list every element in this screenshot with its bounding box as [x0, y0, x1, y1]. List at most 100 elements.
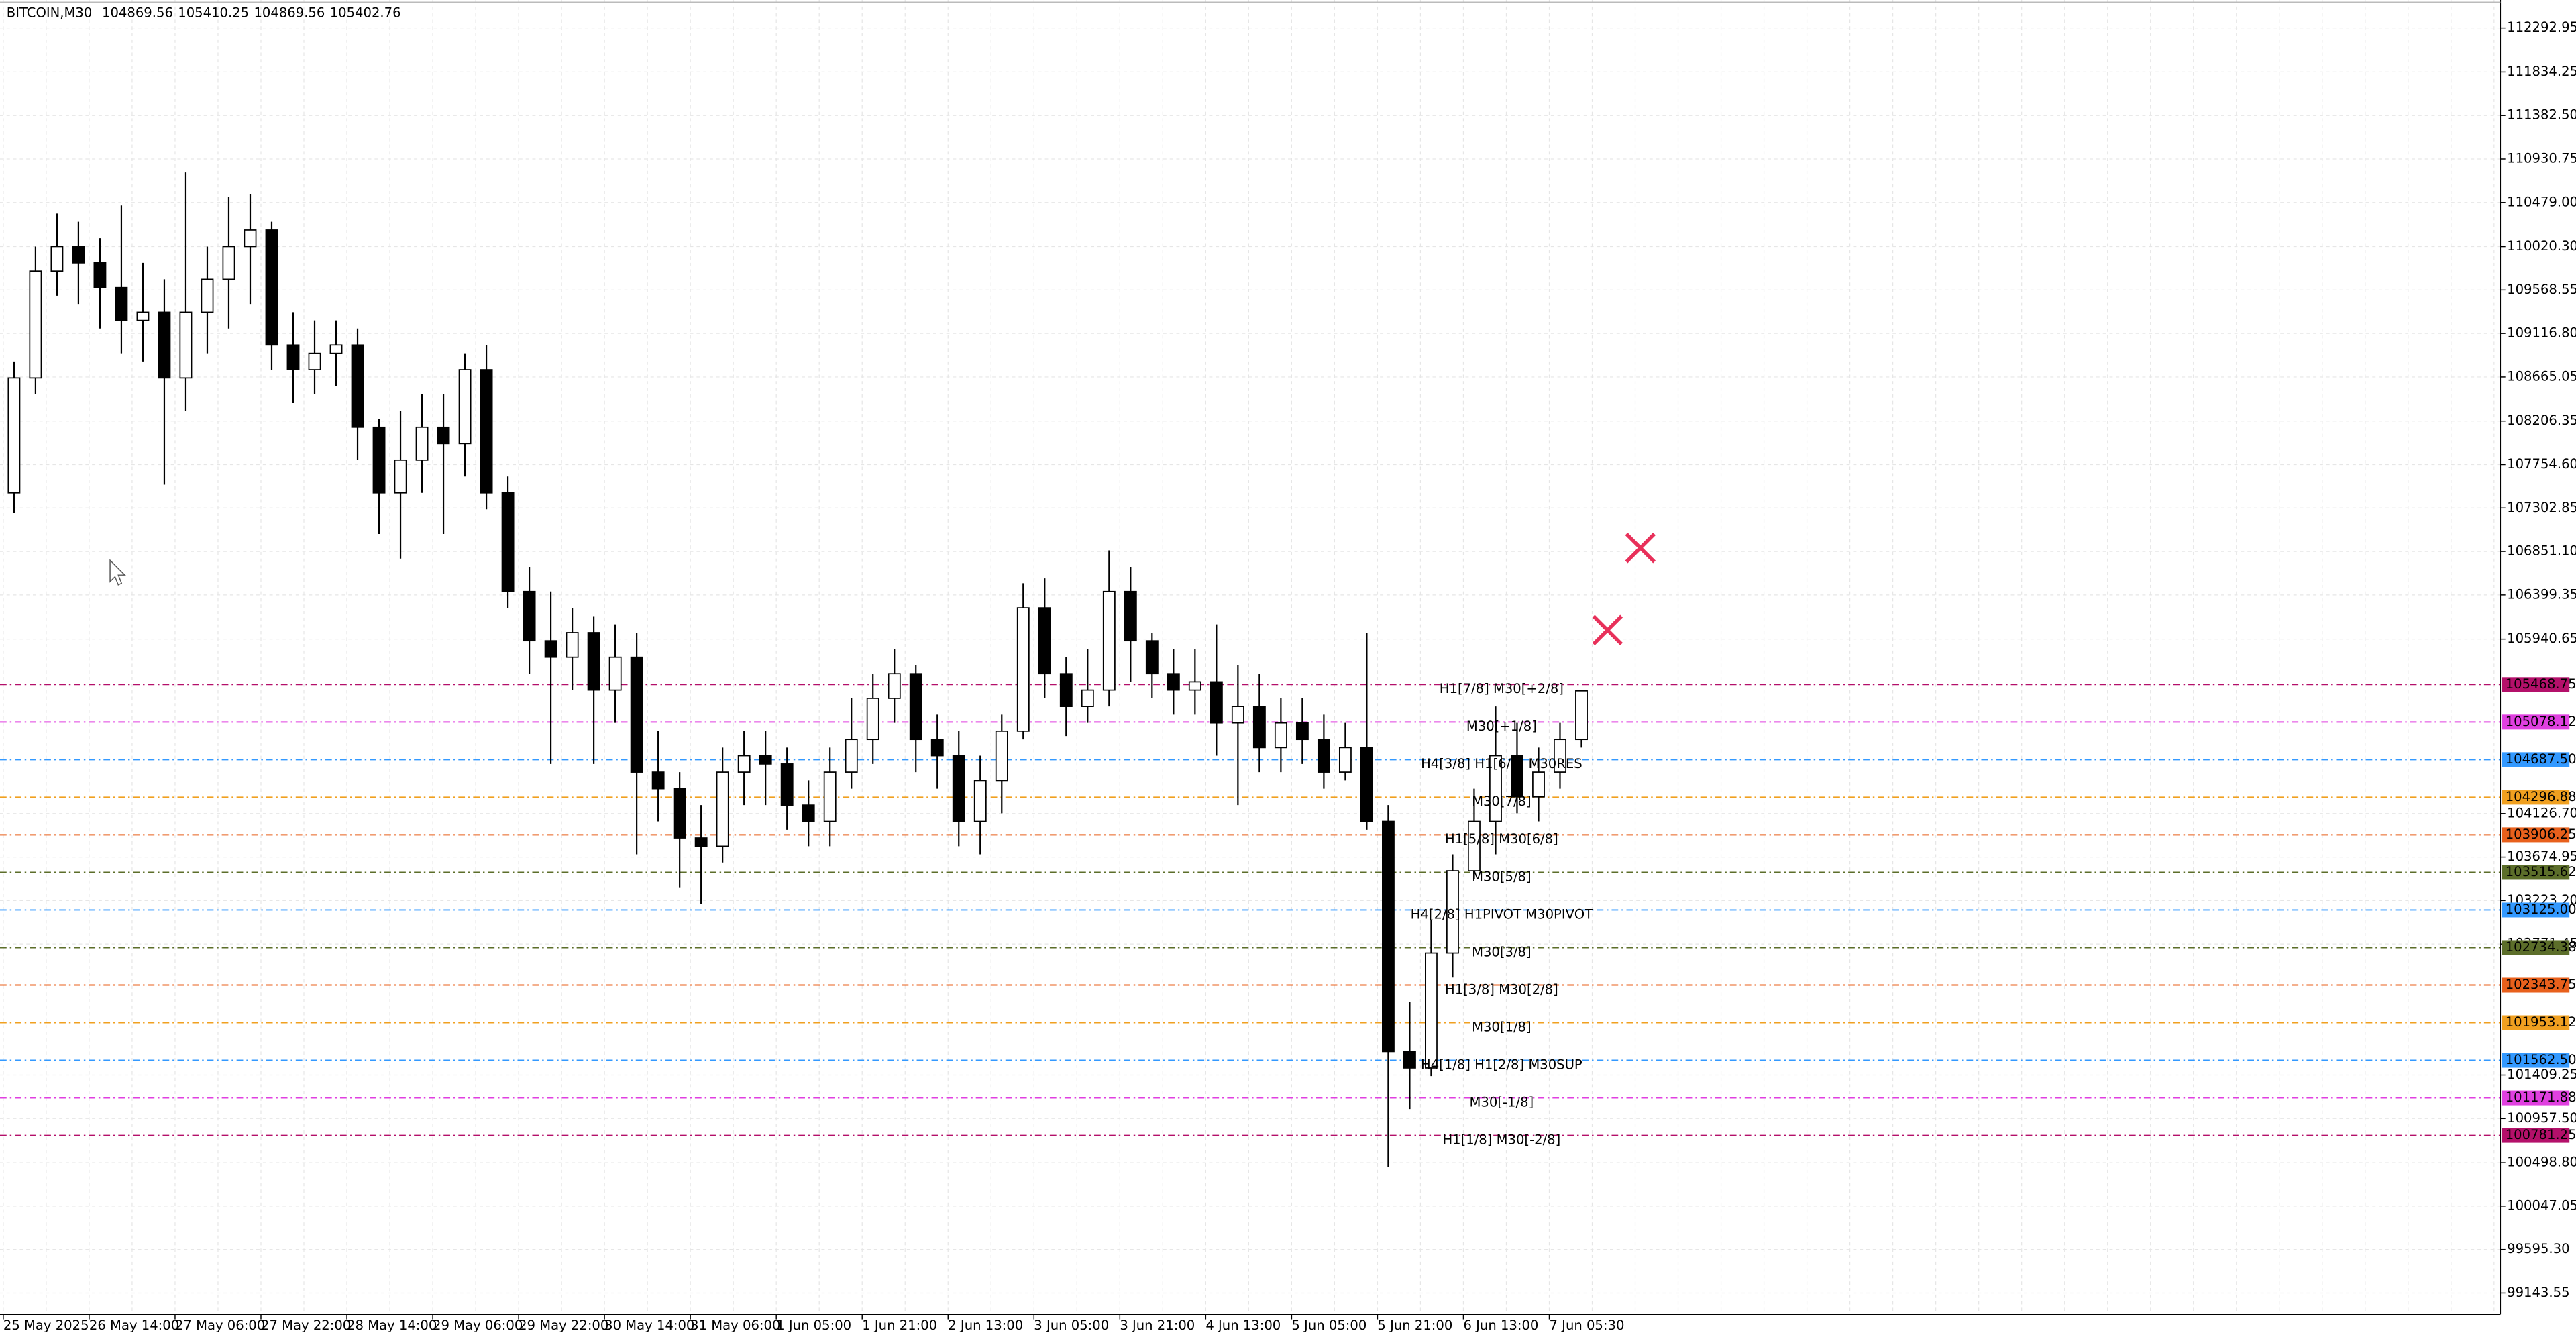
x-tick-label: 25 May 2025	[3, 1318, 89, 1333]
candle-body	[1210, 681, 1223, 724]
level-price-box	[2502, 752, 2570, 767]
level-name: H1[5/8] M30[6/8]	[1445, 831, 1558, 847]
level-price-box	[2502, 677, 2570, 692]
y-tick-label: 100498.80	[2507, 1155, 2576, 1170]
candle-body	[1468, 820, 1481, 871]
x-tick-label: 28 May 14:00	[347, 1318, 437, 1333]
candle-body	[1059, 673, 1073, 707]
y-tick-label: 103674.95	[2507, 849, 2576, 864]
chart-header: BITCOIN,M30 104869.56 105410.25 104869.56 10…	[7, 5, 401, 20]
level-name: M30[1/8]	[1472, 1019, 1532, 1034]
signal-marker	[1592, 614, 1623, 645]
candle-body	[566, 632, 579, 658]
candle-body	[7, 377, 21, 494]
header-price: 104869.56	[254, 5, 325, 20]
header-price: 104869.56	[102, 5, 173, 20]
candle-body	[1403, 1051, 1416, 1069]
x-tick-label: 1 Jun 05:00	[776, 1318, 851, 1333]
candle-body	[286, 344, 300, 370]
header-price: 105402.76	[330, 5, 401, 20]
header-price: 105410.25	[178, 5, 249, 20]
candle-body	[1016, 607, 1030, 732]
level-price-label: 103515.62	[2506, 864, 2576, 879]
candle-body	[1532, 771, 1545, 798]
candle-body	[93, 262, 107, 288]
candle-body	[523, 590, 536, 642]
level-price-label: 103906.25	[2506, 826, 2576, 842]
candle-body	[1274, 722, 1287, 749]
candle-body	[802, 804, 815, 822]
signal-marker	[1625, 533, 1656, 564]
y-tick-label: 111382.50	[2507, 107, 2576, 123]
candle-body	[845, 739, 858, 773]
level-name: H4[3/8] H1[6/8] M30RES	[1421, 756, 1582, 771]
y-tick-label: 111834.25	[2507, 64, 2576, 79]
y-tick-label: 106851.10	[2507, 543, 2576, 559]
x-tick-label: 30 May 14:00	[604, 1318, 694, 1333]
symbol-title: BITCOIN,M30	[7, 5, 93, 20]
candle-body	[673, 788, 686, 839]
level-price-label: 100781.25	[2506, 1127, 2576, 1142]
x-tick-label: 7 Jun 05:30	[1549, 1318, 1624, 1333]
level-name: M30[5/8]	[1472, 869, 1532, 884]
candle-body	[437, 426, 450, 445]
level-price-label: 101171.88	[2506, 1089, 2576, 1105]
candle-body	[1317, 739, 1330, 773]
x-tick-label: 29 May 06:00	[433, 1318, 523, 1333]
y-tick-label: 109116.80	[2507, 325, 2576, 341]
level-price-box	[2502, 865, 2570, 880]
level-price-label: 102734.38	[2506, 939, 2576, 955]
level-name: H4[1/8] H1[2/8] M30SUP	[1421, 1057, 1582, 1072]
level-price-box	[2502, 940, 2570, 955]
y-tick-label: 107302.85	[2507, 500, 2576, 515]
candle-body	[222, 246, 235, 280]
y-tick-label: 105940.65	[2507, 631, 2576, 646]
candle-body	[415, 426, 429, 461]
candle-body	[888, 673, 901, 699]
candle-body	[480, 369, 493, 494]
y-tick-label: 99143.55	[2507, 1285, 2569, 1300]
level-price-box	[2502, 827, 2570, 843]
level-price-label: 104687.50	[2506, 751, 2576, 767]
candle-body	[458, 369, 472, 445]
mouse-cursor	[109, 559, 126, 586]
x-tick-label: 31 May 06:00	[690, 1318, 780, 1333]
y-tick-label: 101409.25	[2507, 1067, 2576, 1082]
candle-body	[265, 229, 278, 346]
level-price-box	[2502, 902, 2570, 918]
level-name: H1[7/8] M30[+2/8]	[1440, 681, 1564, 696]
candle-body	[1252, 706, 1266, 749]
y-tick-label: 110479.00	[2507, 194, 2576, 209]
candle-body	[201, 278, 214, 313]
candle-body	[1446, 870, 1459, 954]
y-tick-label: 108206.35	[2507, 413, 2576, 428]
candle-body	[1124, 590, 1137, 642]
candle-body	[158, 311, 171, 379]
level-price-label: 105078.12	[2506, 714, 2576, 729]
level-name: H1[1/8] M30[-2/8]	[1442, 1132, 1560, 1147]
y-tick-label: 100957.50	[2507, 1110, 2576, 1126]
candle-body	[973, 780, 987, 822]
y-tick-label: 108665.05	[2507, 368, 2576, 384]
candle-body	[394, 459, 407, 494]
candle-body	[50, 246, 64, 272]
level-price-label: 105468.75	[2506, 676, 2576, 692]
candle-body	[244, 229, 257, 248]
level-price-label: 101562.50	[2506, 1052, 2576, 1067]
candle-body	[308, 352, 321, 370]
candle-body	[501, 492, 515, 592]
candle-body	[1145, 640, 1159, 675]
y-tick-label: 107754.60	[2507, 456, 2576, 472]
level-price-box	[2502, 1128, 2570, 1143]
x-tick-label: 1 Jun 21:00	[862, 1318, 937, 1333]
candle-body	[866, 698, 879, 741]
level-price-box	[2502, 714, 2570, 730]
grid	[0, 0, 2501, 1315]
x-tick-label: 27 May 06:00	[175, 1318, 265, 1333]
candle-body	[1360, 747, 1373, 822]
level-name: M30[7/8]	[1472, 794, 1532, 809]
candle-body	[694, 837, 708, 847]
candle-body	[909, 673, 922, 741]
y-tick-label: 99595.30	[2507, 1241, 2569, 1256]
